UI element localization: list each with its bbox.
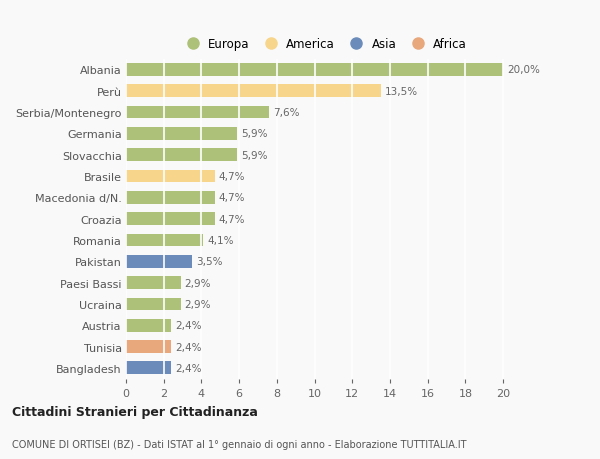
Text: 4,1%: 4,1% xyxy=(207,235,233,246)
Text: Cittadini Stranieri per Cittadinanza: Cittadini Stranieri per Cittadinanza xyxy=(12,405,258,419)
Text: 4,7%: 4,7% xyxy=(218,214,245,224)
Text: 2,9%: 2,9% xyxy=(184,278,211,288)
Text: 2,4%: 2,4% xyxy=(175,320,202,330)
Text: 5,9%: 5,9% xyxy=(241,129,268,139)
Bar xyxy=(126,106,269,119)
Bar xyxy=(126,213,215,225)
Bar xyxy=(126,128,237,140)
Text: 3,5%: 3,5% xyxy=(196,257,222,267)
Bar xyxy=(126,149,237,162)
Bar xyxy=(126,85,380,98)
Text: 20,0%: 20,0% xyxy=(507,65,540,75)
Bar xyxy=(126,255,192,268)
Bar xyxy=(126,64,503,77)
Text: 7,6%: 7,6% xyxy=(273,108,299,118)
Text: COMUNE DI ORTISEI (BZ) - Dati ISTAT al 1° gennaio di ogni anno - Elaborazione TU: COMUNE DI ORTISEI (BZ) - Dati ISTAT al 1… xyxy=(12,440,467,449)
Text: 4,7%: 4,7% xyxy=(218,172,245,182)
Text: 13,5%: 13,5% xyxy=(385,87,418,96)
Bar xyxy=(126,319,171,332)
Bar xyxy=(126,362,171,375)
Bar xyxy=(126,341,171,353)
Text: 2,9%: 2,9% xyxy=(184,299,211,309)
Text: 2,4%: 2,4% xyxy=(175,342,202,352)
Bar xyxy=(126,234,203,247)
Bar xyxy=(126,170,215,183)
Text: 5,9%: 5,9% xyxy=(241,151,268,160)
Text: 4,7%: 4,7% xyxy=(218,193,245,203)
Legend: Europa, America, Asia, Africa: Europa, America, Asia, Africa xyxy=(176,34,472,56)
Bar xyxy=(126,277,181,289)
Bar xyxy=(126,191,215,204)
Text: 2,4%: 2,4% xyxy=(175,363,202,373)
Bar xyxy=(126,298,181,311)
